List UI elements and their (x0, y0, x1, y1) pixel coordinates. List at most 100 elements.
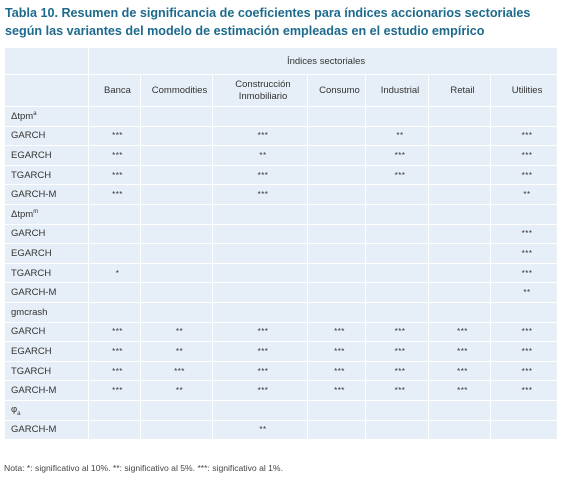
significance: *** (334, 386, 345, 396)
significance: *** (257, 190, 269, 200)
row: GARCH-M ** (4, 282, 559, 303)
cell (307, 399, 366, 421)
cell: *** (212, 380, 308, 401)
cell: ** (489, 282, 559, 303)
cell (428, 125, 491, 147)
cell: *** (140, 360, 213, 382)
cell: *** (489, 243, 559, 264)
significance: ** (523, 288, 531, 298)
row-label: GARCH-M (4, 419, 89, 441)
cell (212, 262, 308, 284)
cell: ** (140, 341, 213, 362)
significance: ** (175, 327, 184, 337)
cell (307, 125, 366, 147)
cell (88, 243, 141, 264)
cell (428, 419, 491, 441)
cell (4, 74, 89, 107)
significance: *** (394, 366, 406, 376)
cell (88, 301, 141, 323)
cell (428, 145, 491, 166)
row-label: EGARCH (4, 341, 89, 362)
header-row: Banca Commodities Construcción Inmobiliari… (4, 74, 559, 107)
row: TGARCH * *** (4, 262, 559, 284)
cell (489, 301, 559, 323)
row-label: EGARCH (4, 145, 89, 166)
group-row: Δtpmm (4, 203, 559, 225)
title-line: Tabla 10. Resumen de significancia de co… (5, 6, 531, 20)
significance: *** (112, 386, 123, 396)
row-label: TGARCH (4, 164, 89, 186)
cell: *** (365, 321, 429, 343)
cell (365, 223, 429, 245)
group-label: Δtpmm (4, 203, 89, 225)
significance: *** (112, 327, 123, 337)
cell: *** (428, 360, 491, 382)
header-row: Índices sectoriales (4, 47, 559, 75)
cell (140, 262, 213, 284)
cell: *** (428, 341, 491, 362)
cell (88, 203, 141, 225)
cell: *** (307, 341, 366, 362)
cell (307, 203, 366, 225)
significance: ** (396, 131, 404, 141)
cell (365, 301, 429, 323)
group-label: Δtpma (4, 106, 89, 127)
cell (428, 164, 491, 186)
cell (365, 184, 429, 205)
cell: *** (212, 125, 308, 147)
cell: *** (212, 184, 308, 205)
cell: ** (140, 380, 213, 401)
cell: * (88, 262, 141, 284)
significance: *** (521, 366, 533, 376)
cell: *** (489, 223, 559, 245)
cell: *** (88, 125, 141, 147)
cell (140, 223, 213, 245)
row-label: GARCH (4, 223, 89, 245)
cell: *** (489, 341, 559, 362)
column-header: Retail (428, 74, 491, 107)
significance: *** (394, 386, 406, 396)
group-label-text: Δtpm (11, 208, 34, 220)
cell (140, 184, 213, 205)
significance: *** (257, 327, 269, 337)
cell (365, 243, 429, 264)
cell (140, 145, 213, 166)
column-header: Utilities (489, 74, 559, 107)
cell (212, 301, 308, 323)
cell: *** (365, 360, 429, 382)
cell (307, 243, 366, 264)
cell (212, 223, 308, 245)
significance: *** (457, 366, 468, 376)
row-label: GARCH (4, 321, 89, 343)
cell (365, 262, 429, 284)
significance: *** (112, 170, 123, 180)
cell: *** (88, 321, 141, 343)
significance: *** (457, 386, 468, 396)
cell: *** (212, 164, 308, 186)
cell: *** (365, 341, 429, 362)
row-label: EGARCH (4, 243, 89, 264)
row: EGARCH *** ** *** *** *** *** *** (4, 341, 559, 362)
cell (88, 106, 141, 127)
cell (140, 164, 213, 186)
significance: *** (521, 248, 533, 258)
cell: *** (489, 145, 559, 166)
significance: *** (521, 131, 533, 141)
column-header: Construcción Inmobiliario (212, 74, 308, 107)
cell (140, 419, 213, 441)
cell (307, 282, 366, 303)
cell: *** (212, 360, 308, 382)
significance: *** (257, 131, 269, 141)
cell (88, 282, 141, 303)
group-label: φa (4, 399, 89, 421)
significance: *** (112, 190, 123, 200)
row: GARCH *** *** ** *** (4, 125, 559, 147)
cell (428, 184, 491, 205)
cell (428, 243, 491, 264)
cell (428, 301, 491, 323)
row-label: GARCH-M (4, 282, 89, 303)
cell (140, 106, 213, 127)
row-label: TGARCH (4, 262, 89, 284)
cell (140, 243, 213, 264)
